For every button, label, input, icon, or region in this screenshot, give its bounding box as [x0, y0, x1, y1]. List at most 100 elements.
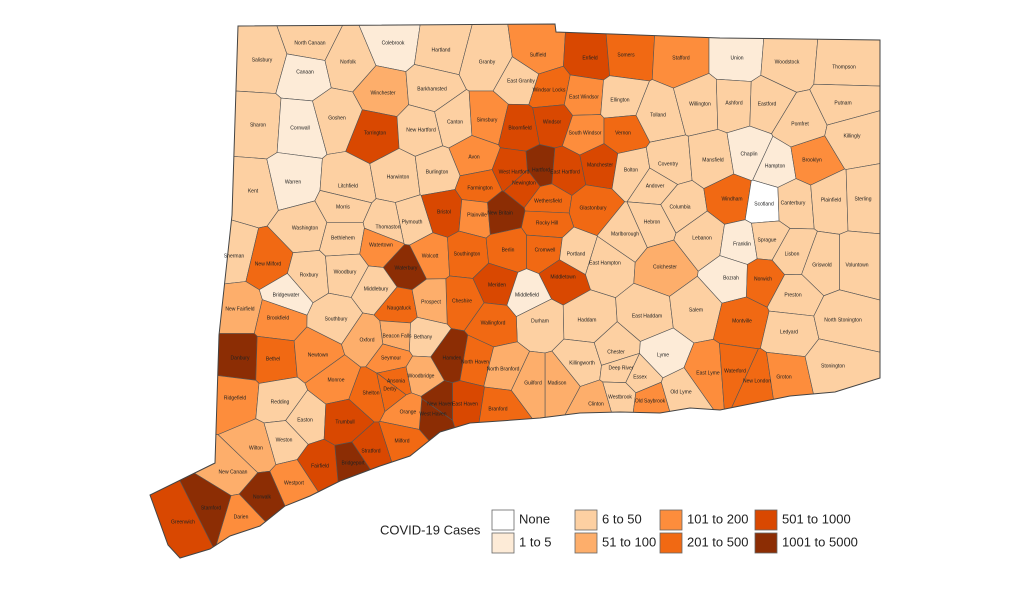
town-label: Stonington [821, 363, 845, 369]
town-label: Derby [383, 386, 397, 392]
town-label: Hampton [765, 163, 786, 169]
town [379, 392, 423, 430]
town [839, 230, 880, 306]
town-label: Columbia [669, 204, 690, 210]
town-label: Wilton [249, 445, 263, 451]
town-label: Lebanon [692, 235, 712, 241]
legend-swatch [659, 532, 683, 554]
town-label: Southbury [325, 316, 348, 322]
town-label: East Haddam [632, 313, 662, 319]
legend-swatch [574, 509, 598, 531]
town-label: Norwich [754, 276, 772, 282]
town-label: Enfield [582, 55, 598, 61]
town-label: New Fairfield [225, 306, 254, 312]
town-label: Canaan [296, 69, 314, 75]
legend-label: 1 to 5 [519, 534, 552, 549]
town-label: Darien [234, 514, 249, 520]
town-label: Salisbury [252, 57, 273, 63]
town-label: Beacon Falls [383, 333, 412, 339]
town [651, 24, 710, 89]
town-label: Suffield [530, 52, 547, 58]
town-label: East Windsor [569, 94, 599, 100]
legend-swatch [574, 532, 598, 554]
town-label: Canton [447, 119, 463, 125]
town-label: Southington [454, 251, 481, 257]
town-label: Sterling [855, 196, 872, 202]
town-label: Thomaston [375, 224, 400, 230]
town-label: Fairfield [311, 463, 329, 469]
town-label: Burlington [426, 169, 449, 175]
town-label: Pomfret [791, 121, 809, 127]
town-label: Milford [394, 438, 409, 444]
town-label: Ridgefield [224, 395, 246, 401]
town-label: Clinton [588, 401, 604, 407]
town-label: Windham [721, 196, 742, 202]
town-label: Lisbon [785, 251, 800, 257]
town-label: Orange [400, 409, 417, 415]
legend-swatch [491, 532, 515, 554]
town-label: Voluntown [845, 262, 868, 268]
town-label: Washington [292, 225, 318, 231]
town-label: East Hartford [550, 169, 580, 175]
town-label: Wolcott [422, 253, 439, 259]
town-label: North Stonington [824, 317, 862, 323]
legend-label: 201 to 500 [687, 534, 748, 549]
legend-title: COVID-19 Cases [380, 522, 481, 537]
town-label: Eastford [758, 101, 777, 107]
town-label: Killingly [844, 133, 861, 139]
town-label: Guilford [524, 380, 542, 386]
town-label: Winchester [370, 90, 395, 96]
town-label: Lyme [657, 352, 669, 358]
town-label: Norwalk [253, 494, 272, 500]
town-label: Sharon [250, 122, 266, 128]
town [603, 24, 657, 82]
town-label: North Canaan [294, 40, 325, 46]
town-label: Portland [567, 251, 586, 257]
legend-swatch [754, 532, 778, 554]
town [150, 24, 288, 94]
town-label: Bethany [414, 334, 433, 340]
town-label: Granby [479, 59, 496, 65]
town-label: Oxford [359, 337, 374, 343]
town-label: Trumbull [335, 419, 354, 425]
town-label: Putnam [834, 100, 851, 106]
legend-label: 6 to 50 [602, 511, 642, 526]
town-label: Ansonia [387, 378, 405, 384]
town-label: Goshen [328, 115, 346, 121]
town-label: West Hartford [499, 169, 530, 175]
town-label: Willington [689, 101, 711, 107]
town [809, 83, 880, 126]
town-label: Plainfield [821, 197, 842, 203]
town-label: Middlefield [515, 292, 539, 298]
town-label: Cornwall [290, 125, 309, 131]
town [563, 24, 610, 81]
town-label: Easton [297, 417, 313, 423]
town-label: Sherman [224, 253, 245, 259]
town-label: Bloomfield [508, 125, 532, 131]
town-label: Torrington [364, 130, 386, 136]
town-label: Simsbury [477, 117, 498, 123]
town-label: Cromwell [535, 247, 556, 253]
town-label: New Canaan [219, 469, 248, 475]
town-label: Cheshire [452, 298, 472, 304]
town-label: Watertown [369, 242, 393, 248]
labels-layer: Salisbury North Canaan Canaan Norfolk Colebr… [171, 40, 872, 525]
town-label: Madison [548, 380, 567, 386]
town-label: East Hampton [589, 260, 621, 266]
town-label: Essex [633, 374, 647, 380]
town-label: New Hartford [406, 127, 436, 133]
town-label: Union [730, 55, 743, 61]
town-label: Prospect [421, 299, 441, 305]
town-label: New Milford [255, 261, 282, 267]
town-label: Monroe [328, 377, 345, 383]
town-label: New Britain [487, 210, 513, 216]
town-label: Plymouth [402, 219, 423, 225]
town-label: Bozrah [723, 275, 739, 281]
town-label: Bridgewater [273, 292, 300, 298]
town-label: Canterbury [781, 200, 806, 206]
town-label: Westport [284, 480, 305, 486]
town-label: Colebrook [382, 40, 405, 46]
town-label: West Haven [419, 411, 446, 417]
town-label: Brookfield [267, 315, 289, 321]
